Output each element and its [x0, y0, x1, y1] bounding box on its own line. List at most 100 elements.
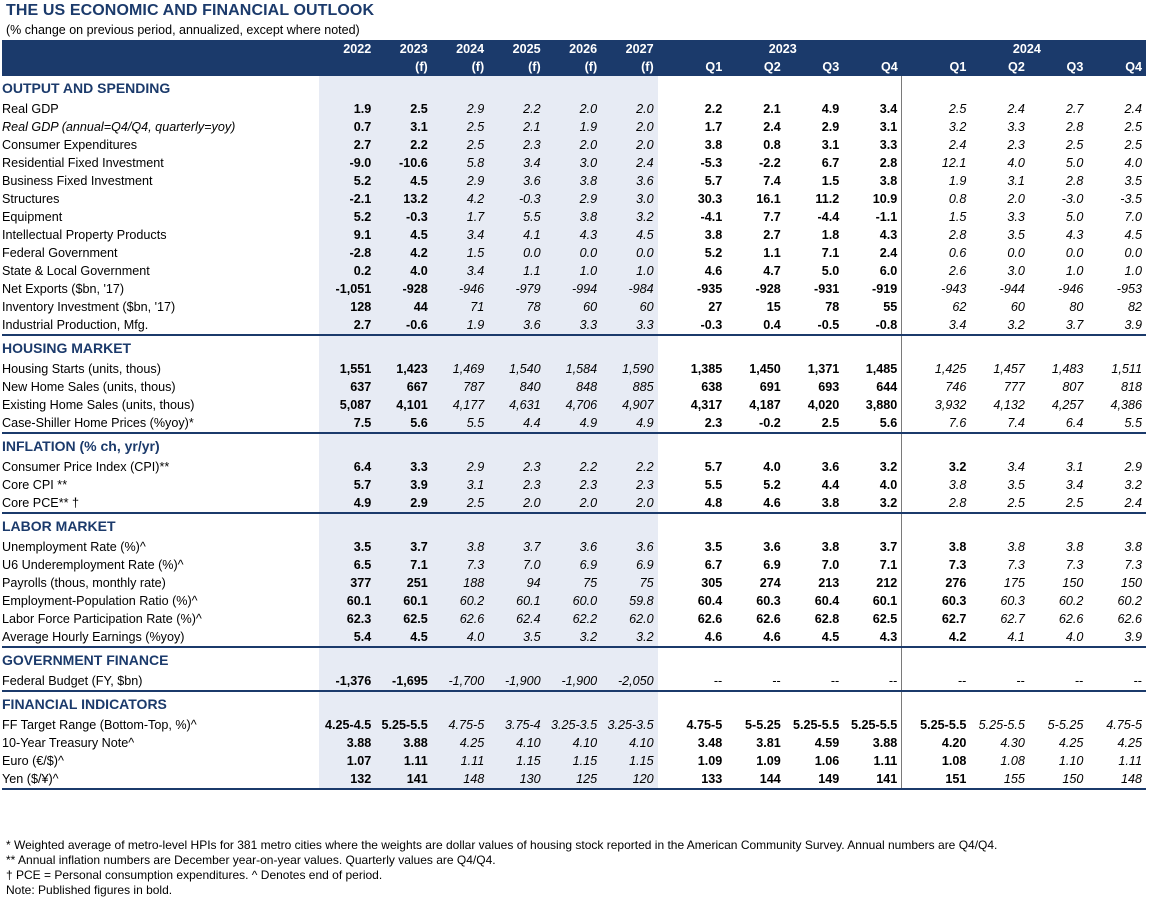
data-cell: -979 [488, 280, 545, 298]
data-cell: 60.1 [375, 592, 432, 610]
data-cell: 1.9 [431, 316, 489, 335]
data-cell: 2.3 [601, 476, 658, 494]
data-cell: 5.25-5.5 [920, 718, 967, 732]
data-cell: 7.3 [1065, 558, 1084, 572]
quarter-header: Q2 [970, 58, 1029, 76]
data-cell: 1,371 [807, 362, 840, 376]
data-cell: 9.1 [318, 226, 376, 244]
data-cell: 2.2 [704, 102, 723, 116]
data-cell: 3.8 [704, 138, 723, 152]
data-cell: 5.25-5.5 [851, 718, 898, 732]
data-cell: 6.9 [544, 556, 602, 574]
data-cell: 4.10 [488, 734, 545, 752]
section-title: LABOR MARKET [2, 512, 319, 538]
year-header: 2025 [488, 40, 545, 58]
table-row: Net Exports ($bn, '17) -1,051 -928 -946 -979… [2, 280, 1146, 298]
data-cell: 2.2 [375, 136, 432, 154]
data-cell: 144 [726, 770, 785, 790]
data-cell: 60 [1010, 300, 1025, 314]
data-cell: 2.3 [488, 136, 545, 154]
data-cell: 2.7 [318, 316, 376, 335]
data-cell: -- [772, 674, 781, 688]
data-cell: 120 [601, 770, 658, 790]
data-cell: 3.8 [879, 174, 898, 188]
section-title: FINANCIAL INDICATORS [2, 690, 319, 716]
data-cell: 62 [952, 300, 967, 314]
row-label: Federal Budget (FY, $bn) [2, 674, 143, 688]
data-cell: 2.9 [821, 120, 840, 134]
data-cell: 1,450 [749, 362, 781, 376]
data-cell: 4.3 [879, 228, 898, 242]
data-cell: -- [888, 674, 898, 688]
data-cell: 4,177 [431, 396, 489, 414]
data-cell: 62.3 [318, 610, 376, 628]
data-cell: 60.2 [431, 592, 489, 610]
data-cell: 4.2 [431, 190, 489, 208]
data-cell: 3.3 [879, 138, 898, 152]
forecast-marker: (f) [488, 58, 545, 76]
data-cell: 3,932 [934, 398, 967, 412]
data-cell: 5.2 [318, 208, 376, 226]
data-cell: 3.0 [1007, 264, 1025, 278]
data-cell: 1.7 [431, 208, 489, 226]
data-cell: 80 [1069, 300, 1084, 314]
data-cell: 1.5 [948, 210, 967, 224]
data-cell: 2.3 [1007, 138, 1025, 152]
data-cell: 30.3 [697, 192, 723, 206]
table-row: Euro (€/$)^ 1.07 1.11 1.11 1.15 1.15 1.15 1.09 1… [2, 752, 1146, 770]
data-cell: 27 [708, 300, 723, 314]
data-cell: 4.10 [544, 734, 602, 752]
data-cell: 4.0 [1007, 156, 1025, 170]
row-label: Yen ($/¥)^ [2, 770, 319, 790]
data-cell: 3.81 [756, 736, 781, 750]
data-cell: 3.48 [697, 736, 723, 750]
table-row: Labor Force Participation Rate (%)^ 62.3 6… [2, 610, 1146, 628]
row-label: Structures [2, 192, 60, 206]
data-cell: 188 [431, 574, 489, 592]
table-row: Structures -2.1 13.2 4.2 -0.3 2.9 3.0 30.3 16.1 1… [2, 190, 1146, 208]
data-cell: 141 [843, 770, 902, 790]
data-cell: -4.1 [700, 210, 723, 224]
data-cell: 4,257 [1051, 398, 1084, 412]
data-cell: 3.4 [948, 318, 967, 332]
data-cell: 7.1 [375, 556, 432, 574]
data-cell: 1.1 [763, 246, 781, 260]
data-cell: 5-5.25 [1047, 718, 1084, 732]
data-cell: 3.1 [879, 120, 898, 134]
data-cell: 1,551 [318, 360, 376, 378]
data-cell: 840 [488, 378, 545, 396]
data-cell: 62.5 [375, 610, 432, 628]
data-cell: 2.0 [544, 494, 602, 513]
data-cell: 2.0 [601, 100, 658, 118]
data-cell: 6.7 [704, 558, 723, 572]
data-cell: 4.5 [601, 226, 658, 244]
data-cell: 3.7 [1065, 318, 1084, 332]
data-cell: 2.5 [1065, 496, 1084, 510]
data-cell: 2.9 [431, 458, 489, 476]
table-row: Average Hourly Earnings (%yoy) 5.4 4.5 4.0 3… [2, 628, 1146, 647]
row-label: Existing Home Sales (units, thous) [2, 398, 195, 412]
data-cell: 1.5 [821, 174, 840, 188]
data-cell: -- [1016, 674, 1025, 688]
data-cell: 1,423 [375, 360, 432, 378]
data-cell: -0.6 [375, 316, 432, 335]
data-cell: 3.75-4 [488, 716, 545, 734]
row-label: Inventory Investment ($bn, '17) [2, 300, 176, 314]
data-cell: 0.0 [544, 244, 602, 262]
data-cell: 2.5 [431, 494, 489, 513]
footnote: ** Annual inflation numbers are December… [6, 853, 496, 867]
forecast-marker: (f) [544, 58, 602, 76]
page-title: THE US ECONOMIC AND FINANCIAL OUTLOOK [6, 2, 375, 19]
data-cell: 4.0 [375, 262, 432, 280]
data-cell: 5.25-5.5 [978, 718, 1025, 732]
row-label: Intellectual Property Products [2, 228, 167, 242]
data-cell: 2.0 [488, 494, 545, 513]
quarter-header: Q2 [726, 58, 785, 76]
data-cell: -928 [755, 282, 781, 296]
quarter-header: Q3 [1028, 58, 1088, 76]
quarter-header: Q3 [784, 58, 844, 76]
data-cell: 0.8 [763, 138, 781, 152]
data-cell: -946 [431, 280, 489, 298]
data-cell: 4.5 [375, 172, 432, 190]
data-cell: 3.3 [601, 316, 658, 335]
